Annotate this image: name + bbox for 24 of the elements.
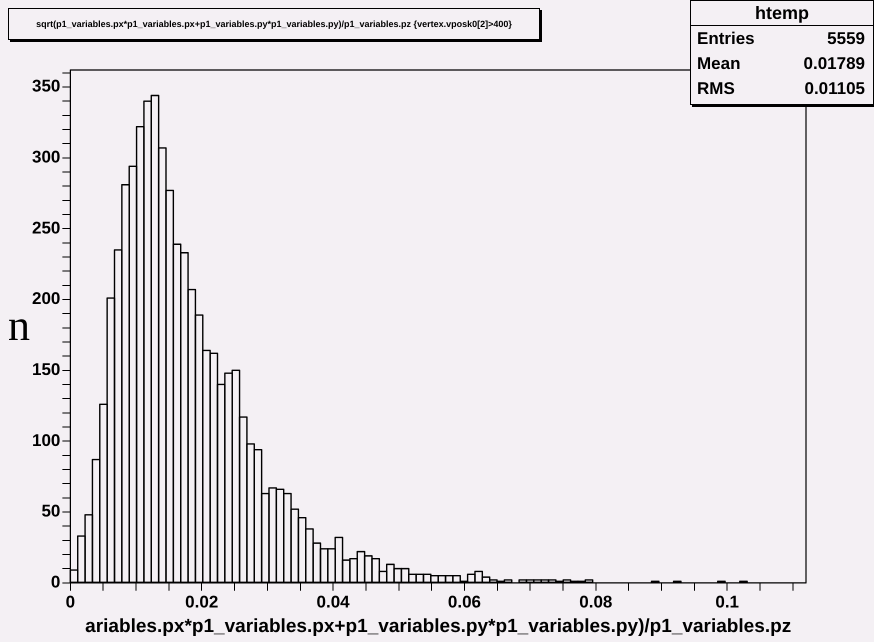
annotation: 0.01105 [804,78,865,100]
annotation: RMS [697,78,735,100]
y-tick-label: 150 [32,360,60,379]
x-tick-label: 0.06 [448,592,481,612]
y-tick-label: 350 [32,76,60,96]
annotation: 0.01789 [804,53,865,75]
text: htemp [691,1,873,26]
x-tick-label: 0.02 [185,592,218,612]
y-tick-label: 50 [41,502,60,521]
text: n [8,300,30,351]
x-tick-label: 0 [66,592,76,612]
x-tick-label: 0.08 [579,592,612,612]
y-tick-label: 250 [32,218,60,238]
x-tick-label: 0.1 [715,592,739,612]
x-tick-label: 0.04 [316,592,350,612]
chart-title: sqrt(p1_variables.px*p1_variables.px+p1_variables.py*p1_variables.py)/p1_variables.pz {vertex.vposk0[2]>400} [8,8,540,40]
text: Entries [697,28,755,50]
annotation: Mean [697,53,740,75]
y-tick-label: 200 [32,289,60,308]
y-tick-label: 0 [50,572,60,592]
y-tick-label: 300 [32,148,60,167]
y-tick-label: 100 [32,430,60,450]
text: 5559 [827,28,865,50]
x-axis-title: ariables.px*p1_variables.px+p1_variables.py*p1_variables.py)/p1_variables.pz [85,616,792,637]
